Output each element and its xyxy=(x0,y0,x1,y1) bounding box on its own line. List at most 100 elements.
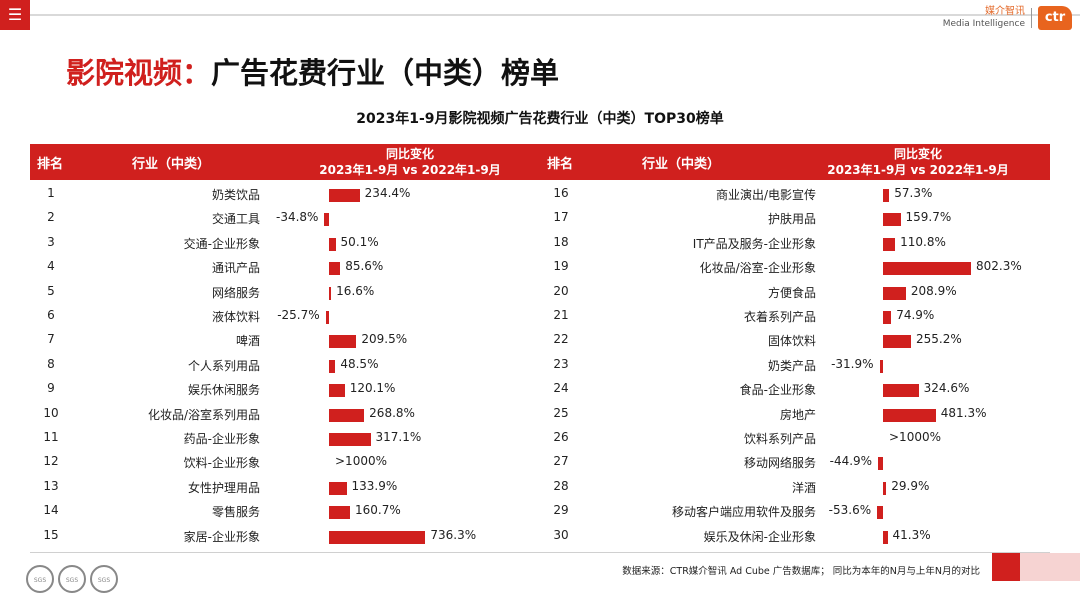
change-bar xyxy=(329,359,336,373)
table-row: 23 奶类产品 -31.9% xyxy=(540,353,1050,377)
page-title-prefix: 影院视频： xyxy=(66,56,212,90)
row-industry: 零售服务 xyxy=(211,505,260,520)
certification-badges: SGS SGS SGS xyxy=(26,565,118,593)
change-bar xyxy=(325,311,329,324)
row-rank: 4 xyxy=(47,259,55,274)
change-bar xyxy=(883,311,892,324)
row-industry: 女性护理用品 xyxy=(187,480,260,495)
change-bar xyxy=(329,433,371,446)
row-rank: 6 xyxy=(47,308,55,322)
table-row: 27 移动网络服务 -44.9% xyxy=(540,450,1050,474)
row-industry: 通讯产品 xyxy=(211,261,260,276)
data-label: 324.6% xyxy=(923,381,970,396)
data-label: 16.6% xyxy=(336,283,375,298)
data-label: 110.8% xyxy=(900,234,946,249)
table-row: 24 食品-企业形象 324.6% xyxy=(540,377,1050,401)
row-industry: 化妆品/浴室-企业形象 xyxy=(699,261,816,276)
row-industry: 网络服务 xyxy=(211,285,260,300)
menu-icon[interactable]: ☰ xyxy=(0,0,30,30)
data-label: 255.2% xyxy=(915,332,962,347)
header-industry: 行业（中类） xyxy=(132,157,211,172)
header-change-line1: 同比变化 xyxy=(893,147,942,161)
table-row: 19 化妆品/浴室-企业形象 802.3% xyxy=(540,255,1050,279)
ctr-logo-icon: ctr xyxy=(1038,6,1072,30)
row-industry: 娱乐休闲服务 xyxy=(187,383,260,398)
table-row: 29 移动客户端应用软件及服务 -53.6% xyxy=(540,499,1050,523)
row-rank: 7 xyxy=(47,332,55,347)
table-row: 6 液体饮料 -25.7% xyxy=(30,304,540,328)
row-rank: 23 xyxy=(553,356,569,371)
table-row: 10 化妆品/浴室系列用品 268.8% xyxy=(30,402,540,426)
row-industry: 房地产 xyxy=(779,407,816,422)
table-row: 30 娱乐及休闲-企业形象 41.3% xyxy=(540,524,1050,548)
table-row: 16 商业演出/电影宣传 57.3% xyxy=(540,182,1050,206)
row-rank: 1 xyxy=(47,186,55,200)
row-rank: 13 xyxy=(43,478,59,493)
table-row: 21 衣着系列产品 74.9% xyxy=(540,304,1050,328)
table-row: 18 IT产品及服务-企业形象 110.8% xyxy=(540,231,1050,255)
data-label: >1000% xyxy=(335,454,387,469)
row-rank: 2 xyxy=(47,210,55,225)
change-bar xyxy=(883,262,971,276)
brand-separator xyxy=(1031,8,1032,28)
row-rank: 18 xyxy=(553,234,569,249)
change-bar xyxy=(878,457,883,471)
data-label: 160.7% xyxy=(355,503,401,518)
data-label: -34.8% xyxy=(276,210,319,225)
row-rank: 11 xyxy=(43,430,59,444)
table-row: 4 通讯产品 85.6% xyxy=(30,255,540,279)
header-change: 同比变化 2023年1-9月 vs 2022年1-9月 xyxy=(310,146,510,178)
row-industry: 化妆品/浴室系列用品 xyxy=(147,407,260,422)
row-rank: 15 xyxy=(43,527,59,542)
row-industry: 个人系列用品 xyxy=(187,358,260,373)
data-label: 209.5% xyxy=(361,332,408,347)
chart-title: 2023年1-9月影院视频广告花费行业（中类）TOP30榜单 xyxy=(356,111,724,127)
table-header-left: 排名 行业（中类） 同比变化 2023年1-9月 vs 2022年1-9月 xyxy=(30,144,540,180)
row-rank: 14 xyxy=(43,503,59,518)
data-label: 802.3% xyxy=(976,259,1022,274)
data-label: 85.6% xyxy=(345,259,384,274)
change-bar xyxy=(329,384,345,398)
row-rank: 20 xyxy=(553,283,569,298)
data-label: -25.7% xyxy=(277,308,320,322)
sgs-badge-icon: SGS xyxy=(58,565,86,593)
header-change: 同比变化 2023年1-9月 vs 2022年1-9月 xyxy=(808,146,1028,178)
change-bar xyxy=(883,189,890,202)
table-row: 8 个人系列用品 48.5% xyxy=(30,353,540,377)
sgs-badge-icon: SGS xyxy=(26,565,54,593)
data-label: 29.9% xyxy=(891,478,930,493)
change-bar xyxy=(329,481,347,495)
row-rank: 10 xyxy=(43,405,59,420)
change-bar xyxy=(329,262,341,276)
table-row: 17 护肤用品 159.7% xyxy=(540,206,1050,230)
table-header-right: 排名 行业（中类） 同比变化 2023年1-9月 vs 2022年1-9月 xyxy=(540,144,1050,180)
table-row: 9 娱乐休闲服务 120.1% xyxy=(30,377,540,401)
row-industry: 液体饮料 xyxy=(211,310,260,324)
change-bar xyxy=(883,335,911,349)
row-rank: 17 xyxy=(553,210,569,225)
data-label: -53.6% xyxy=(828,503,872,518)
change-bar xyxy=(329,189,360,202)
row-industry: 交通-企业形象 xyxy=(183,236,260,251)
row-rank: 8 xyxy=(47,356,55,371)
change-bar xyxy=(329,408,365,422)
table-row: 25 房地产 481.3% xyxy=(540,402,1050,426)
row-rank: 28 xyxy=(553,478,569,493)
row-industry: 家居-企业形象 xyxy=(183,529,260,544)
row-industry: 交通工具 xyxy=(211,212,260,227)
header-change-line2: 2023年1-9月 vs 2022年1-9月 xyxy=(827,163,1009,177)
change-bar xyxy=(883,481,887,495)
row-rank: 19 xyxy=(553,259,569,274)
data-label: 208.9% xyxy=(910,283,957,298)
row-rank: 12 xyxy=(43,454,59,469)
header-change-line2: 2023年1-9月 vs 2022年1-9月 xyxy=(319,163,501,177)
row-industry: 固体饮料 xyxy=(767,334,816,349)
table-row: 26 饮料系列产品 >1000% xyxy=(540,426,1050,450)
row-rank: 16 xyxy=(553,186,569,200)
header-industry: 行业（中类） xyxy=(642,157,721,172)
change-bar xyxy=(329,335,357,349)
data-label: 317.1% xyxy=(375,430,422,444)
row-rank: 24 xyxy=(553,381,569,396)
header-change-line1: 同比变化 xyxy=(385,147,434,161)
row-rank: 30 xyxy=(553,527,569,542)
